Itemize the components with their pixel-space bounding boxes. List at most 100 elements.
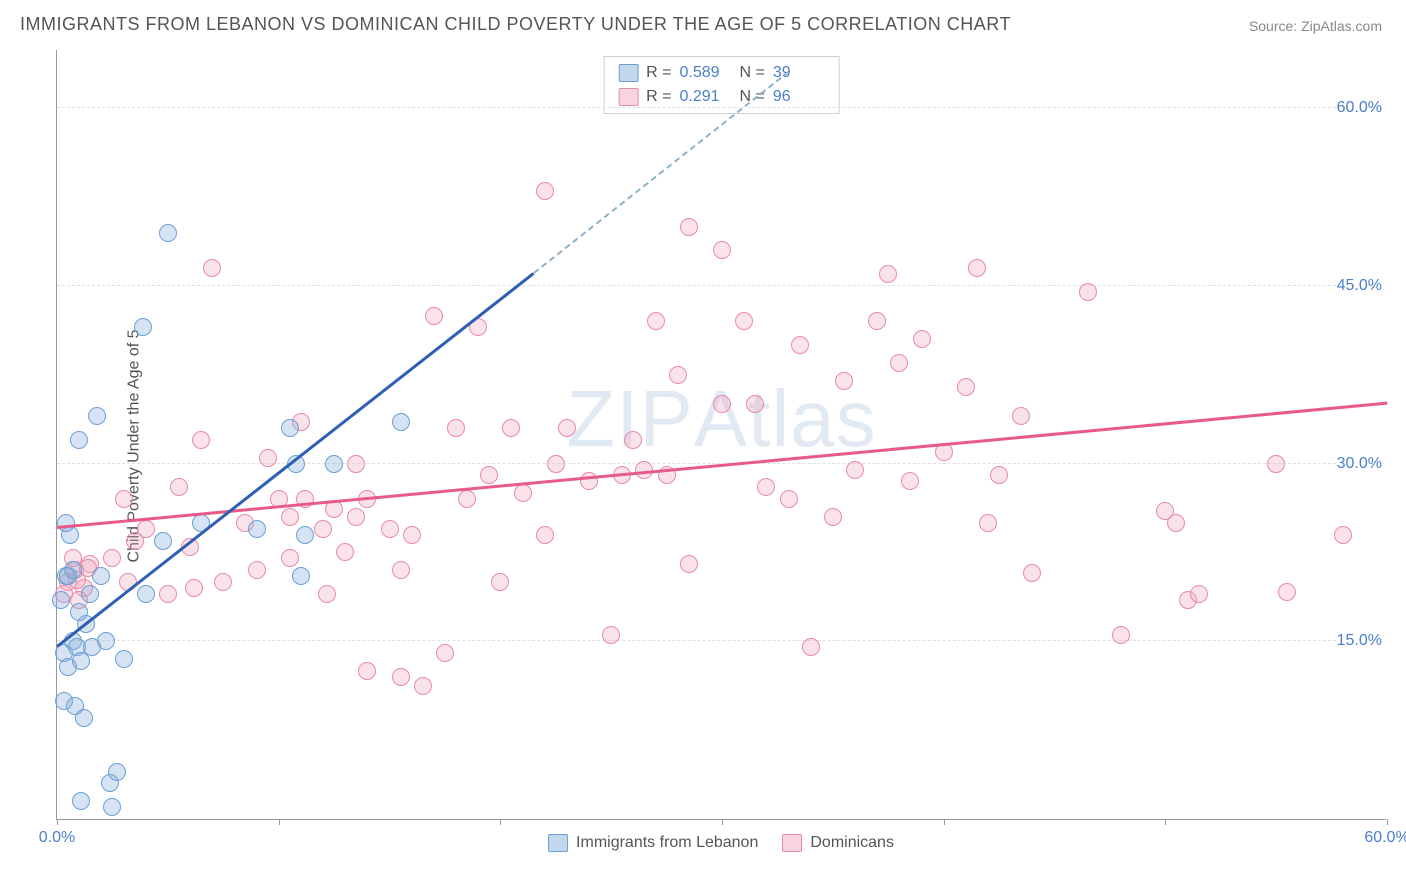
data-point [1167,514,1185,532]
r-label: R = [646,61,671,85]
data-point [97,632,115,650]
data-point [968,259,986,277]
data-point [436,644,454,662]
data-point [137,585,155,603]
trend-line [57,402,1387,529]
x-tick [944,819,945,825]
data-point [624,431,642,449]
data-point [159,585,177,603]
data-point [115,650,133,668]
data-point [1023,564,1041,582]
gridline [57,107,1386,108]
data-point [103,549,121,567]
data-point [81,585,99,603]
r-value-blue: 0.589 [680,61,732,85]
y-tick-label: 45.0% [1337,277,1390,295]
data-point [547,455,565,473]
data-point [403,526,421,544]
data-point [735,312,753,330]
data-point [458,490,476,508]
plot-area: ZIPAtlas R = 0.589 N = 39 R = 0.291 N = … [56,50,1386,820]
x-tick-label: 0.0% [39,829,75,847]
data-point [57,514,75,532]
data-point [314,520,332,538]
data-point [347,508,365,526]
data-point [780,490,798,508]
data-point [913,330,931,348]
data-point [137,520,155,538]
data-point [336,543,354,561]
legend-label-blue: Immigrants from Lebanon [576,834,758,852]
data-point [392,413,410,431]
watermark-zip: ZIP [566,374,693,463]
data-point [170,478,188,496]
data-point [802,638,820,656]
data-point [159,224,177,242]
data-point [70,431,88,449]
data-point [214,573,232,591]
data-point [1267,455,1285,473]
n-value-blue: 39 [773,61,825,85]
data-point [248,520,266,538]
watermark: ZIPAtlas [566,373,876,465]
data-point [602,626,620,644]
data-point [281,419,299,437]
data-point [88,407,106,425]
x-tick [57,819,58,825]
data-point [134,318,152,336]
data-point [1079,283,1097,301]
data-point [52,591,70,609]
data-point [491,573,509,591]
gridline [57,640,1386,641]
data-point [713,241,731,259]
stats-legend: R = 0.589 N = 39 R = 0.291 N = 96 [603,56,840,114]
data-point [536,182,554,200]
data-point [154,532,172,550]
data-point [901,472,919,490]
r-label: R = [646,85,671,109]
data-point [358,662,376,680]
stats-row-blue: R = 0.589 N = 39 [618,61,825,85]
data-point [746,395,764,413]
data-point [296,526,314,544]
data-point [59,567,77,585]
data-point [292,567,310,585]
data-point [72,792,90,810]
data-point [1278,583,1296,601]
data-point [392,668,410,686]
n-label: N = [740,61,765,85]
legend-item-blue: Immigrants from Lebanon [548,834,758,852]
data-point [879,265,897,283]
data-point [979,514,997,532]
data-point [680,218,698,236]
data-point [890,354,908,372]
data-point [824,508,842,526]
data-point [318,585,336,603]
legend-item-pink: Dominicans [782,834,894,852]
swatch-blue-icon [618,64,638,82]
x-tick [722,819,723,825]
x-tick [279,819,280,825]
data-point [392,561,410,579]
data-point [558,419,576,437]
x-tick [1387,819,1388,825]
data-point [281,549,299,567]
data-point [381,520,399,538]
data-point [75,709,93,727]
data-point [70,603,88,621]
data-point [990,466,1008,484]
data-point [502,419,520,437]
data-point [259,449,277,467]
data-point [115,490,133,508]
r-value-pink: 0.291 [680,85,732,109]
y-tick-label: 15.0% [1337,632,1390,650]
data-point [447,419,465,437]
source-attribution: Source: ZipAtlas.com [1249,18,1382,34]
data-point [414,677,432,695]
trend-line [56,272,534,647]
source-label: Source: [1249,18,1301,34]
data-point [92,567,110,585]
series-legend: Immigrants from Lebanon Dominicans [548,834,894,852]
data-point [103,798,121,816]
data-point [325,455,343,473]
